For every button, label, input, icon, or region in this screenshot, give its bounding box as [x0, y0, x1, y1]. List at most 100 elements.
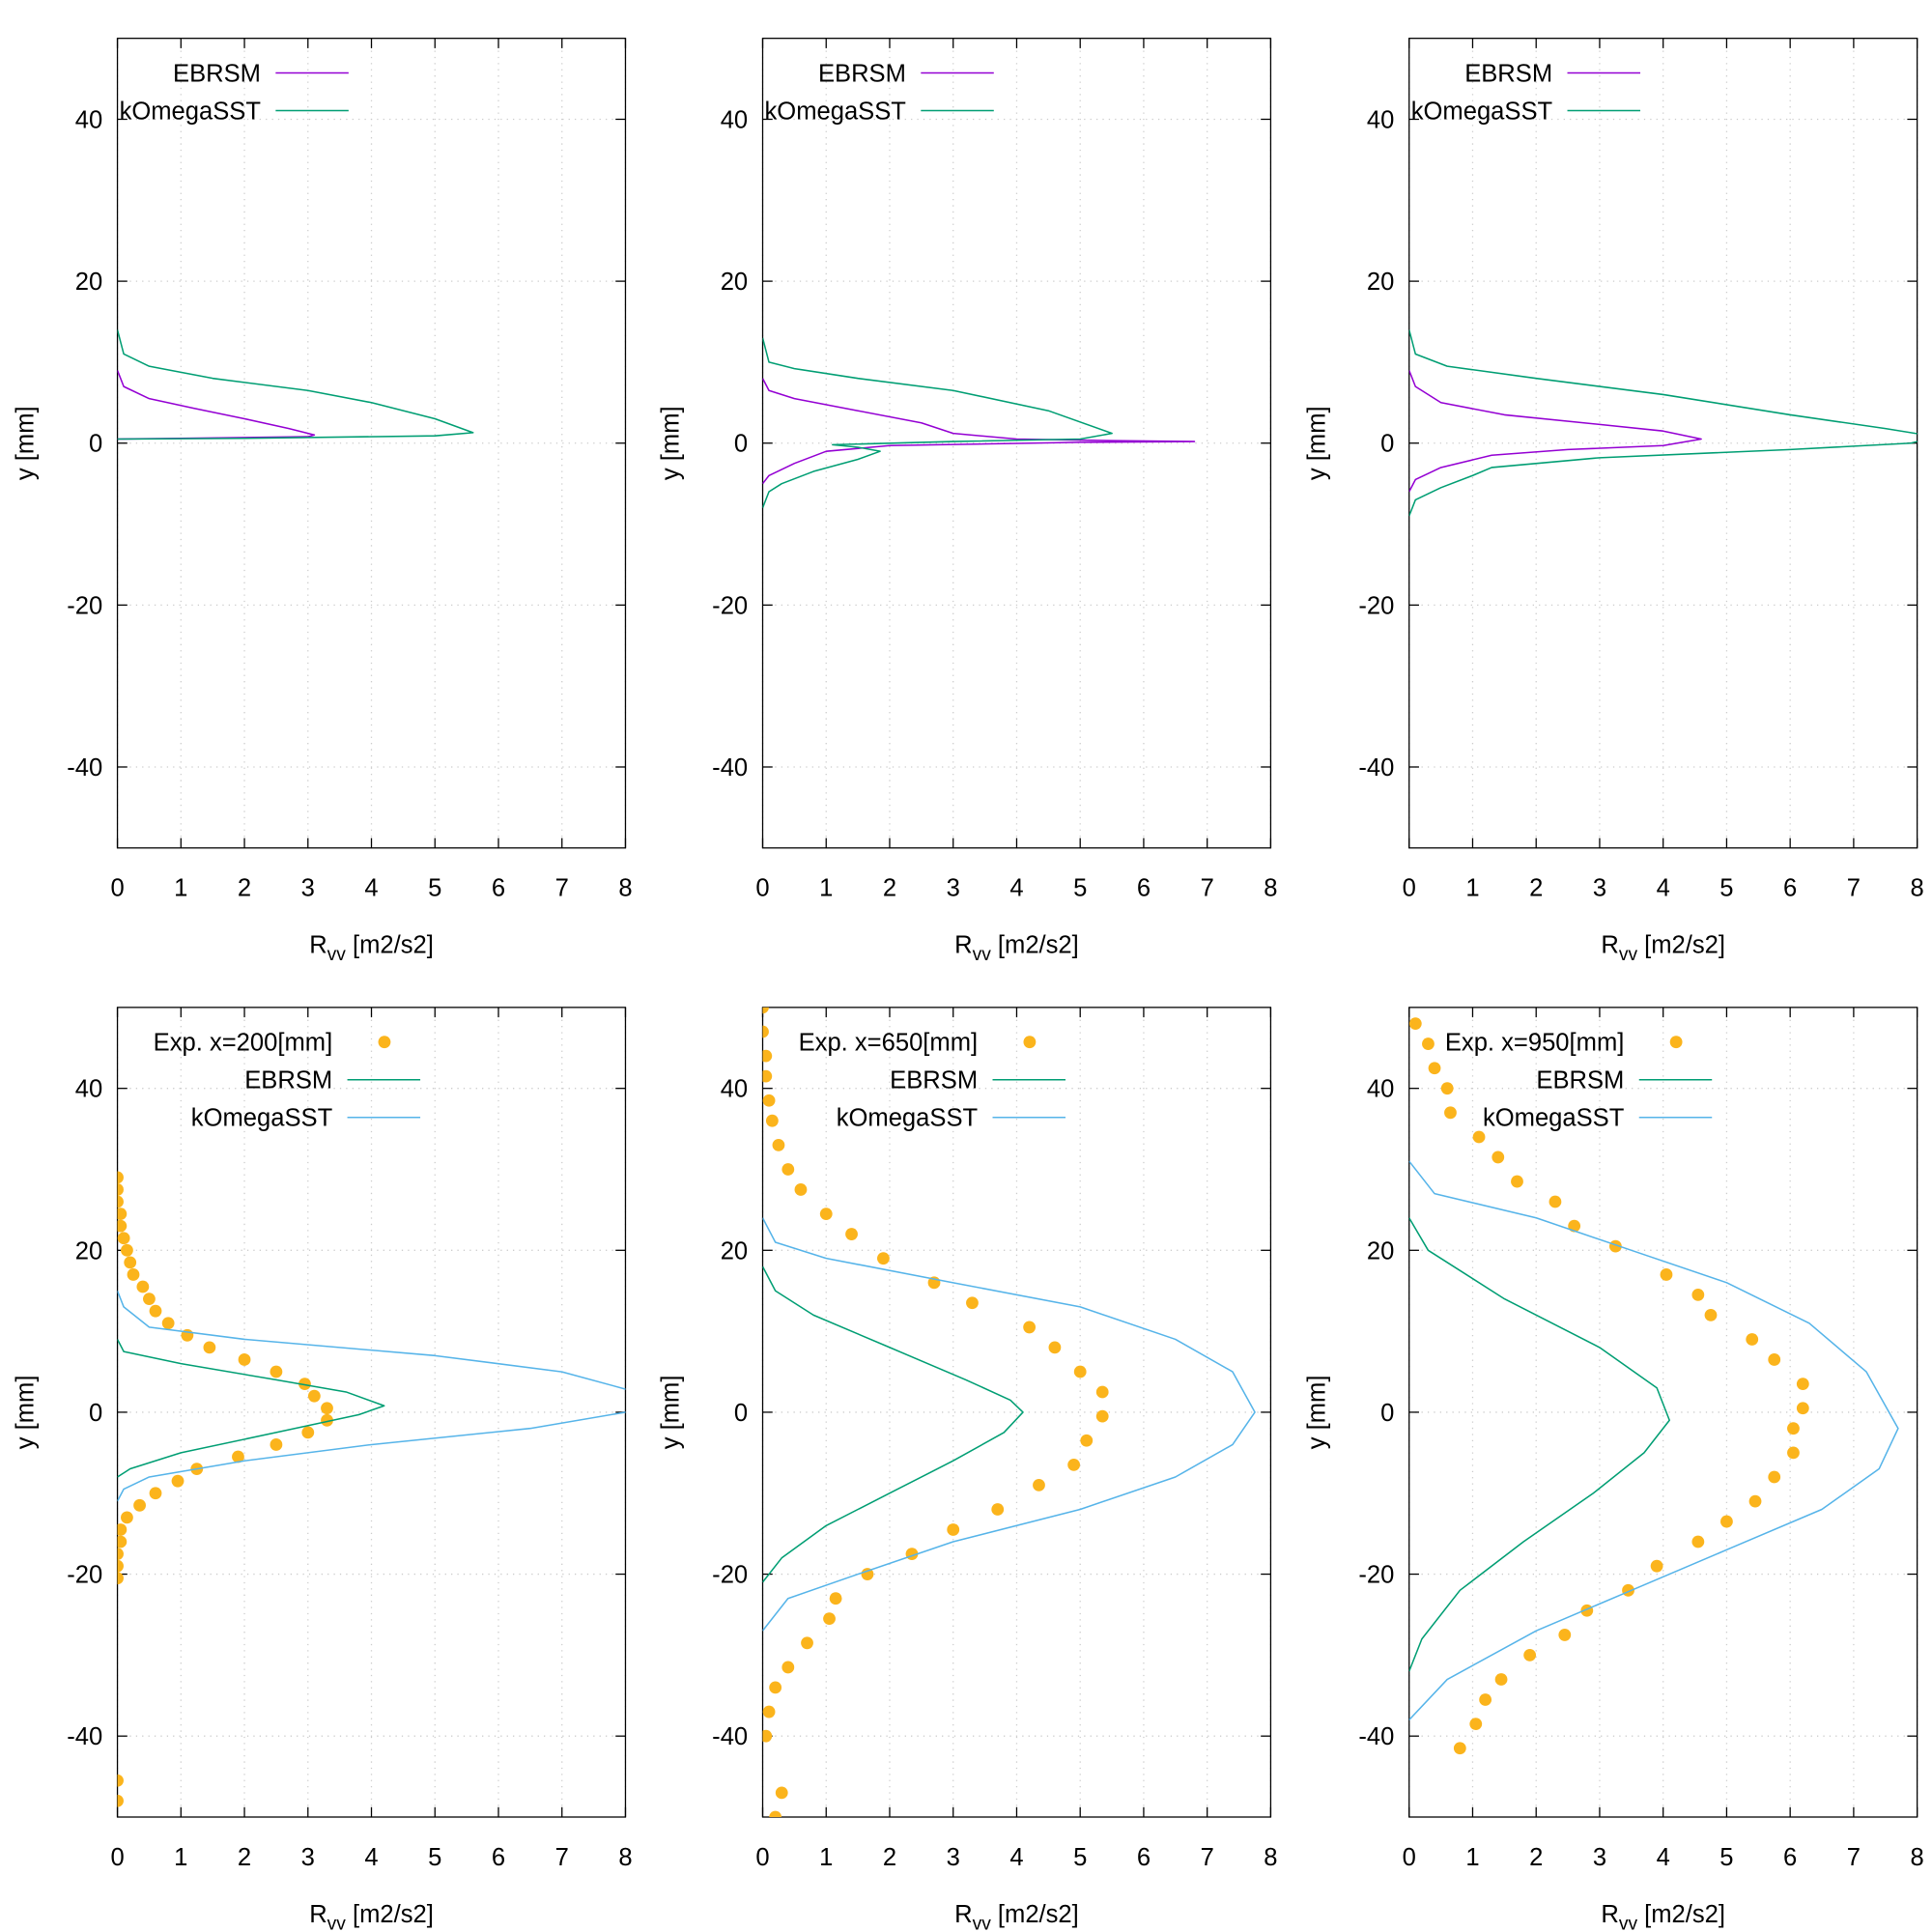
data-point — [149, 1304, 162, 1318]
x-axis-label-subscript: vv — [973, 1914, 992, 1932]
x-tick-label: 2 — [883, 875, 896, 902]
data-point — [301, 1426, 315, 1439]
data-point — [1408, 1017, 1422, 1031]
data-point — [877, 1252, 890, 1265]
data-point — [765, 1114, 779, 1127]
x-axis-label-main: R — [1601, 932, 1618, 959]
data-point — [762, 1069, 773, 1083]
data-point — [270, 1438, 283, 1451]
data-line — [762, 337, 1113, 509]
legend-label: EBRSM — [1464, 60, 1552, 87]
data-point — [823, 1612, 836, 1626]
data-point — [117, 1794, 124, 1807]
y-tick-label: 20 — [75, 1237, 102, 1264]
data-point — [762, 1049, 773, 1063]
data-point — [769, 1681, 782, 1694]
data-point — [794, 1183, 808, 1196]
y-tick-label: -40 — [712, 754, 748, 781]
y-tick-label: -20 — [712, 592, 748, 619]
x-tick-label: 5 — [1719, 1844, 1733, 1871]
plot-frame — [1408, 38, 1918, 849]
x-tick-label: 6 — [492, 1844, 505, 1871]
data-point — [1472, 1130, 1486, 1144]
x-tick-label: 8 — [1911, 1844, 1924, 1871]
x-tick-label: 5 — [428, 875, 441, 902]
data-point — [117, 1774, 124, 1787]
data-line — [117, 329, 474, 440]
x-axis-label-unit: [m2/s2] — [991, 932, 1079, 959]
x-tick-label: 6 — [1783, 1844, 1797, 1871]
plot-frame — [116, 38, 627, 849]
y-tick-label: 40 — [1367, 106, 1394, 133]
plot-area — [1408, 329, 1918, 517]
x-tick-label: 3 — [947, 875, 960, 902]
x-tick-label: 2 — [238, 1844, 251, 1871]
data-point — [121, 1511, 133, 1524]
data-point — [203, 1341, 216, 1354]
x-tick-label: 0 — [110, 1844, 124, 1871]
plot-frame — [1408, 1007, 1918, 1818]
x-tick-label: 5 — [428, 1844, 441, 1871]
legend-label: kOmegaSST — [837, 1105, 979, 1132]
data-point — [1444, 1106, 1457, 1120]
data-point — [1720, 1515, 1733, 1528]
x-axis-label: Rvv [m2/s2] — [1601, 1901, 1725, 1932]
data-point — [1067, 1459, 1081, 1471]
y-tick-label: -40 — [1358, 754, 1394, 781]
x-tick-label: 7 — [1847, 875, 1861, 902]
panel: 0 1 2 3 4 5 6 7 8 -40 -20 0 20 40 y [mm] Rvv [m2/s2] EBR… — [13, 38, 633, 965]
y-tick-label: 0 — [89, 1400, 102, 1427]
data-line — [117, 370, 316, 440]
data-point — [947, 1523, 960, 1536]
legend-label: kOmegaSST — [1483, 1105, 1625, 1132]
data-point — [801, 1636, 813, 1650]
data-point — [171, 1474, 185, 1488]
x-tick-label: 0 — [1403, 1844, 1416, 1871]
data-point — [966, 1296, 979, 1310]
data-point — [1453, 1742, 1466, 1755]
data-point — [321, 1402, 333, 1415]
legend-label: kOmegaSST — [120, 98, 262, 125]
y-tick-label: -20 — [67, 1562, 102, 1589]
data-point — [1511, 1175, 1523, 1188]
x-tick-label: 2 — [1529, 1844, 1543, 1871]
data-line — [117, 1290, 626, 1502]
data-line — [1408, 1160, 1899, 1720]
x-tick-label: 0 — [755, 1844, 769, 1871]
y-tick-label: 20 — [1367, 1237, 1394, 1264]
data-point — [117, 1523, 128, 1536]
y-tick-label: -20 — [1358, 1562, 1394, 1589]
legend-label: EBRSM — [818, 60, 906, 87]
panel: 0 1 2 3 4 5 6 7 8 -40 -20 0 20 40 y [mm] Rvv [m2/s2] Exp… — [1304, 1007, 1924, 1932]
data-point — [232, 1450, 244, 1463]
data-point — [781, 1661, 795, 1674]
x-axis-label-main: R — [309, 1901, 327, 1928]
plot-frame — [761, 1007, 1272, 1818]
data-point — [1033, 1478, 1045, 1492]
data-point — [143, 1293, 156, 1305]
x-axis-label-unit: [m2/s2] — [346, 932, 434, 959]
panel: 0 1 2 3 4 5 6 7 8 -40 -20 0 20 40 y [mm] Rvv [m2/s2] EBR… — [1304, 38, 1924, 965]
data-point — [270, 1365, 283, 1378]
x-axis-label-unit: [m2/s2] — [346, 1901, 434, 1928]
plot-area — [117, 329, 474, 440]
panel: 0 1 2 3 4 5 6 7 8 -40 -20 0 20 40 y [mm] Rvv [m2/s2] Exp… — [13, 1007, 633, 1932]
x-axis-label-main: R — [954, 1901, 972, 1928]
y-tick-label: -20 — [67, 592, 102, 619]
y-tick-label: -40 — [67, 1723, 102, 1750]
data-point — [117, 1171, 124, 1184]
panel: 0 1 2 3 4 5 6 7 8 -40 -20 0 20 40 y [mm] Rvv [m2/s2] Exp… — [657, 1007, 1278, 1932]
y-tick-label: 40 — [1367, 1076, 1394, 1103]
x-tick-label: 7 — [555, 875, 569, 902]
data-point — [1558, 1629, 1572, 1641]
y-tick-label: -40 — [712, 1723, 748, 1750]
x-axis-label-unit: [m2/s2] — [991, 1901, 1079, 1928]
data-point — [775, 1786, 788, 1800]
data-point — [991, 1503, 1005, 1516]
x-tick-label: 3 — [947, 1844, 960, 1871]
data-point — [1768, 1470, 1781, 1484]
x-tick-label: 6 — [492, 875, 505, 902]
panel: 0 1 2 3 4 5 6 7 8 -40 -20 0 20 40 y [mm] Rvv [m2/s2] EBR… — [657, 38, 1278, 965]
data-line — [117, 1339, 385, 1478]
